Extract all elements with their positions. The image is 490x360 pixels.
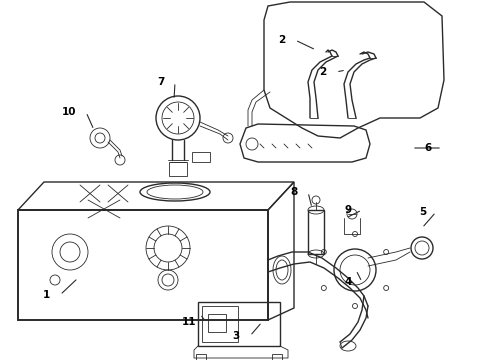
Bar: [208, 314, 226, 332]
Bar: [169, 162, 187, 176]
Bar: [198, 302, 280, 346]
Bar: [196, 354, 206, 360]
Bar: [192, 152, 210, 162]
Text: 8: 8: [291, 187, 298, 197]
Bar: [272, 354, 282, 360]
Text: 3: 3: [233, 331, 240, 341]
Text: 6: 6: [425, 143, 432, 153]
Text: 7: 7: [158, 77, 165, 87]
Bar: [308, 210, 324, 254]
Bar: [202, 306, 238, 342]
Text: 5: 5: [419, 207, 426, 217]
Text: 9: 9: [345, 205, 352, 215]
Text: 2: 2: [319, 67, 326, 77]
Text: 2: 2: [278, 35, 285, 45]
Text: 1: 1: [43, 290, 50, 300]
Text: 11: 11: [181, 317, 196, 327]
Text: 4: 4: [344, 277, 352, 287]
Text: 10: 10: [62, 107, 76, 117]
